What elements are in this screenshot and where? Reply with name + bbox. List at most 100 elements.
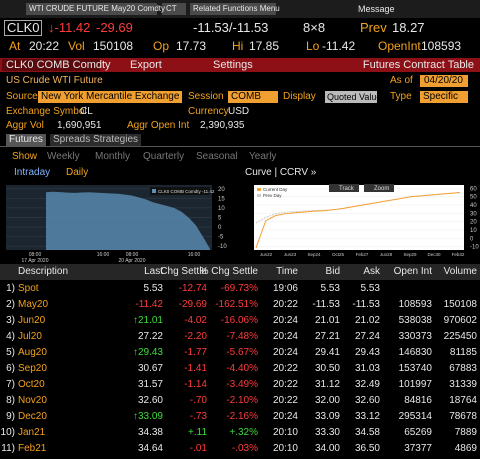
menu[interactable]: WTI CRUDE FUTURE May20 Comdty [29, 4, 166, 13]
radio-option[interactable]: Daily [66, 167, 89, 178]
contract[interactable]: May20 [18, 299, 49, 310]
cell: 34.00 [314, 443, 340, 454]
toolbar [0, 58, 480, 72]
cell: 538038 [398, 315, 432, 326]
tab[interactable]: Futures [6, 134, 46, 146]
field[interactable]: Specific [423, 91, 459, 102]
tab-rule [0, 146, 480, 147]
field-value: USD [228, 106, 250, 117]
radio-option[interactable]: Intraday [14, 167, 51, 178]
cell: -16.06% [220, 315, 258, 326]
checkbox-option[interactable]: Weekly [47, 151, 80, 162]
y-tick-label: 5 [218, 216, 222, 222]
cell: -3.49% [226, 379, 258, 390]
cell: -7.48% [226, 331, 258, 342]
cell: 32.60 [354, 395, 380, 406]
tab[interactable]: Strategies [90, 134, 142, 146]
security-name: US Crude WTI Future [6, 75, 103, 86]
bid-ask: -11.53/-11.53 [193, 19, 269, 35]
type-box[interactable] [420, 91, 468, 103]
checkbox-option[interactable]: Seasonal [196, 151, 238, 162]
x-tick-label: Sep29 [403, 252, 417, 257]
label: Lo [306, 39, 320, 53]
quote-value: 20:22 [29, 39, 60, 53]
checkbox-option[interactable]: Monthly [95, 151, 131, 162]
cell: 21.01 [314, 315, 340, 326]
cell: 20:24 [272, 331, 298, 342]
contract[interactable]: Jan21 [18, 427, 46, 438]
cell: +.11 [188, 427, 207, 438]
contract[interactable]: Feb21 [18, 443, 47, 454]
cell: 20:10 [272, 443, 298, 454]
display-box[interactable] [325, 91, 377, 103]
cell: -5.67% [226, 347, 258, 358]
cell: 330373 [398, 331, 432, 342]
field[interactable]: 04/20/20 [424, 75, 463, 86]
cell: 20:24 [272, 347, 298, 358]
session-box[interactable] [228, 91, 278, 103]
tab[interactable]: Spreads [50, 134, 94, 146]
button[interactable]: Export [130, 58, 162, 71]
last-price: ↓-11.42 [48, 19, 91, 35]
security-box[interactable] [2, 59, 100, 71]
checkbox-option[interactable]: Yearly [249, 151, 277, 162]
y-tick-label: 15 [218, 196, 225, 202]
as-of-box[interactable] [420, 75, 468, 87]
curve-link[interactable]: Curve | CCRV » [245, 167, 317, 178]
field[interactable]: COMB [231, 91, 261, 102]
label: Display [283, 91, 316, 102]
chart-button[interactable] [364, 184, 394, 192]
checkbox-option[interactable]: Quarterly [143, 151, 185, 162]
cell: 19:06 [272, 283, 298, 294]
contract[interactable]: Nov20 [18, 395, 47, 406]
x-tick-label: 08:00 [29, 252, 42, 258]
ticker: CLK0 [7, 19, 40, 35]
y-tick-label: 0 [218, 225, 222, 231]
legend-swatch [257, 188, 261, 191]
y-tick-label: 60 [470, 186, 477, 192]
field[interactable]: Quoted Value [327, 91, 382, 102]
screen-title: Futures Contract Table [362, 58, 474, 71]
cell: -2.10% [226, 395, 258, 406]
legend-swatch [152, 189, 156, 193]
contract[interactable]: Sep20 [18, 363, 47, 374]
row-number: 2) [6, 299, 15, 310]
date-label: 17 Apr 2020 [22, 258, 49, 264]
cell: 20:24 [272, 315, 298, 326]
contract[interactable]: Jun20 [18, 315, 46, 326]
menu[interactable]: CT [166, 4, 177, 13]
security[interactable]: CLK0 COMB Comdty [6, 58, 111, 71]
cell: 29.43 [354, 347, 380, 358]
cell: 37377 [404, 443, 432, 454]
x-tick-label: Feb27 [356, 252, 369, 257]
contract[interactable]: Oct20 [18, 379, 45, 390]
cell: 31.57 [137, 379, 163, 390]
x-tick-label: Dec30 [427, 252, 441, 257]
contract[interactable]: Aug20 [18, 347, 47, 358]
button[interactable]: Settings [213, 58, 253, 71]
chart-button[interactable] [329, 184, 359, 192]
source-box[interactable] [38, 91, 182, 103]
ct-box[interactable] [162, 3, 186, 15]
menu-box[interactable] [26, 3, 157, 15]
row-number: 8) [6, 395, 15, 406]
cell: 31.03 [354, 363, 380, 374]
field[interactable]: New York Mercantile Exchange [41, 91, 180, 102]
row-number: 10) [0, 427, 15, 438]
cell: 20:24 [272, 411, 298, 422]
cell: 20:22 [272, 379, 298, 390]
related-box[interactable] [190, 3, 276, 15]
contract[interactable]: Jul20 [18, 331, 42, 342]
ticker-box[interactable] [4, 20, 42, 36]
contract[interactable]: Spot [18, 283, 39, 294]
cell: 5.53 [360, 283, 380, 294]
message[interactable]: Message [358, 3, 395, 14]
cell: 27.21 [314, 331, 340, 342]
cell: 36.50 [354, 443, 380, 454]
menu[interactable]: Related Functions Menu [193, 4, 280, 13]
contract[interactable]: Dec20 [18, 411, 47, 422]
column-header: Chg Settle [160, 266, 207, 277]
cell: 31.12 [314, 379, 340, 390]
field-value: CL [80, 106, 93, 117]
